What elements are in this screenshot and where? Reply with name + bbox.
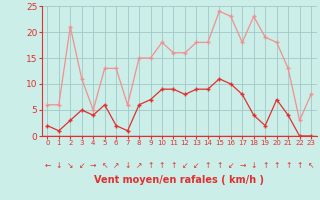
Text: ↗: ↗ [136, 161, 142, 170]
Text: ↙: ↙ [193, 161, 200, 170]
Text: ↑: ↑ [170, 161, 177, 170]
Text: ←: ← [44, 161, 51, 170]
Text: ↙: ↙ [228, 161, 234, 170]
Text: ↑: ↑ [205, 161, 211, 170]
Text: ↑: ↑ [159, 161, 165, 170]
Text: ↑: ↑ [216, 161, 222, 170]
Text: ↑: ↑ [285, 161, 291, 170]
Text: ↙: ↙ [182, 161, 188, 170]
Text: ↙: ↙ [78, 161, 85, 170]
Text: ↓: ↓ [124, 161, 131, 170]
Text: ↓: ↓ [56, 161, 62, 170]
Text: ↗: ↗ [113, 161, 119, 170]
Text: ↓: ↓ [251, 161, 257, 170]
Text: Vent moyen/en rafales ( km/h ): Vent moyen/en rafales ( km/h ) [94, 175, 264, 185]
Text: →: → [239, 161, 245, 170]
Text: →: → [90, 161, 96, 170]
Text: ↖: ↖ [101, 161, 108, 170]
Text: ↑: ↑ [296, 161, 303, 170]
Text: ↘: ↘ [67, 161, 74, 170]
Text: ↑: ↑ [262, 161, 268, 170]
Text: ↑: ↑ [147, 161, 154, 170]
Text: ↖: ↖ [308, 161, 314, 170]
Text: ↑: ↑ [274, 161, 280, 170]
